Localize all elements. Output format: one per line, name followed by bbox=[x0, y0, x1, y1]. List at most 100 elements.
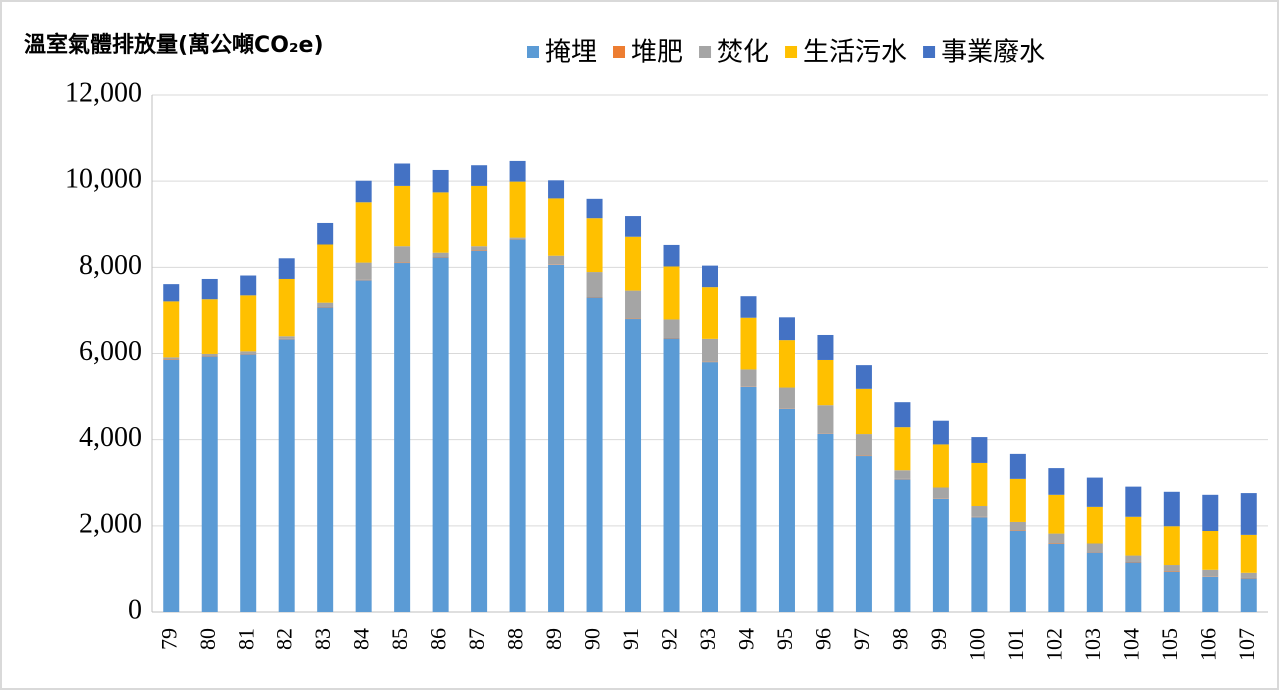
bar-segment bbox=[432, 169, 449, 193]
x-tick-label: 101 bbox=[1003, 628, 1028, 661]
bar-segment bbox=[355, 202, 372, 263]
bar-segment bbox=[163, 357, 180, 360]
x-tick-label: 99 bbox=[926, 628, 951, 650]
bar-segment bbox=[355, 280, 372, 612]
bar-segment bbox=[855, 388, 872, 435]
bar-segment bbox=[855, 456, 872, 612]
bar-segment bbox=[586, 272, 603, 298]
bar-segment bbox=[817, 433, 834, 612]
bar-segment bbox=[1125, 486, 1142, 517]
bar-segment bbox=[1163, 526, 1180, 566]
x-tick-label: 107 bbox=[1234, 628, 1259, 661]
bar-segment bbox=[240, 295, 257, 352]
x-tick-label: 100 bbox=[964, 628, 989, 661]
bar-segment bbox=[317, 244, 334, 303]
bar-segment bbox=[586, 297, 603, 612]
bar-segment bbox=[548, 180, 565, 199]
bar-segment bbox=[1009, 478, 1026, 522]
bar-segment bbox=[432, 192, 449, 253]
bar-segment bbox=[1048, 494, 1065, 534]
bar-segment bbox=[1086, 506, 1103, 544]
bar-segment bbox=[1163, 571, 1180, 612]
bar-segment bbox=[625, 236, 642, 291]
bar-segment bbox=[894, 427, 911, 471]
bar-segment bbox=[394, 185, 411, 247]
y-tick-label: 6,000 bbox=[79, 336, 142, 367]
bar-segment bbox=[278, 339, 295, 612]
bar-segment bbox=[394, 163, 411, 186]
bar-segment bbox=[1240, 572, 1257, 578]
legend-label: 掩埋 bbox=[545, 38, 597, 68]
bar-segment bbox=[1240, 578, 1257, 612]
bar-segment bbox=[201, 353, 218, 357]
bar-segment bbox=[817, 359, 834, 406]
x-tick-label: 102 bbox=[1041, 628, 1066, 661]
x-tick-label: 90 bbox=[580, 628, 605, 650]
bar-segment bbox=[894, 470, 911, 479]
bar-segment bbox=[778, 408, 795, 612]
bar-segment bbox=[240, 275, 257, 296]
bar-segment bbox=[971, 506, 988, 517]
bar-segment bbox=[163, 359, 180, 612]
x-tick-label: 103 bbox=[1080, 628, 1105, 661]
x-tick-label: 80 bbox=[195, 628, 220, 650]
y-tick-label: 0 bbox=[128, 594, 142, 625]
bar-segment bbox=[1202, 569, 1219, 577]
bar-segment bbox=[778, 317, 795, 341]
bar-segment bbox=[394, 263, 411, 612]
legend-swatch bbox=[785, 46, 798, 58]
bar-segment bbox=[932, 487, 949, 499]
bar-segment bbox=[471, 185, 488, 247]
bar-segment bbox=[1048, 468, 1065, 495]
x-tick-label: 82 bbox=[272, 628, 297, 650]
bar-segment bbox=[817, 334, 834, 360]
bar-segment bbox=[971, 462, 988, 507]
bar-segment bbox=[317, 302, 334, 307]
bar-segment bbox=[971, 517, 988, 612]
bar-segment bbox=[1048, 543, 1065, 612]
bar-segment bbox=[201, 356, 218, 612]
bar-segment bbox=[971, 437, 988, 463]
bar-segment bbox=[1202, 494, 1219, 532]
x-tick-label: 91 bbox=[618, 628, 643, 650]
bar-segment bbox=[240, 354, 257, 612]
x-tick-label: 79 bbox=[156, 628, 181, 650]
legend-swatch bbox=[699, 46, 712, 58]
x-tick-label: 106 bbox=[1195, 628, 1220, 661]
bar-segment bbox=[778, 340, 795, 388]
bar-segment bbox=[586, 218, 603, 273]
bar-segment bbox=[817, 405, 834, 434]
bar-segment bbox=[1009, 521, 1026, 531]
x-tick-label: 93 bbox=[695, 628, 720, 650]
bar-segment bbox=[1202, 576, 1219, 612]
y-tick-label: 2,000 bbox=[79, 508, 142, 539]
bar-segment bbox=[702, 287, 718, 339]
bar-segment bbox=[855, 365, 872, 389]
bar-segment bbox=[278, 258, 295, 279]
bar-segment bbox=[355, 262, 372, 280]
bar-segment bbox=[663, 338, 680, 612]
x-tick-label: 88 bbox=[503, 628, 528, 650]
bar-segment bbox=[163, 284, 180, 302]
y-tick-label: 4,000 bbox=[79, 422, 142, 453]
x-tick-label: 83 bbox=[310, 628, 335, 650]
bar-segment bbox=[471, 246, 488, 251]
bar-segment bbox=[278, 278, 295, 337]
bar-segment bbox=[163, 301, 180, 358]
x-tick-label: 87 bbox=[464, 628, 489, 650]
bar-segment bbox=[509, 239, 526, 612]
bar-segment bbox=[509, 237, 526, 239]
x-tick-label: 89 bbox=[541, 628, 566, 650]
bar-segment bbox=[1125, 555, 1142, 563]
bar-segment bbox=[1086, 552, 1103, 612]
bar-segment bbox=[740, 317, 757, 370]
x-tick-label: 85 bbox=[387, 628, 412, 650]
legend-swatch bbox=[613, 46, 626, 58]
bar-segment bbox=[394, 246, 411, 263]
bar-segment bbox=[1163, 491, 1180, 527]
bar-segment bbox=[432, 257, 449, 612]
bar-segment bbox=[509, 181, 526, 238]
bar-segment bbox=[625, 290, 642, 319]
bar-segment bbox=[855, 434, 872, 456]
